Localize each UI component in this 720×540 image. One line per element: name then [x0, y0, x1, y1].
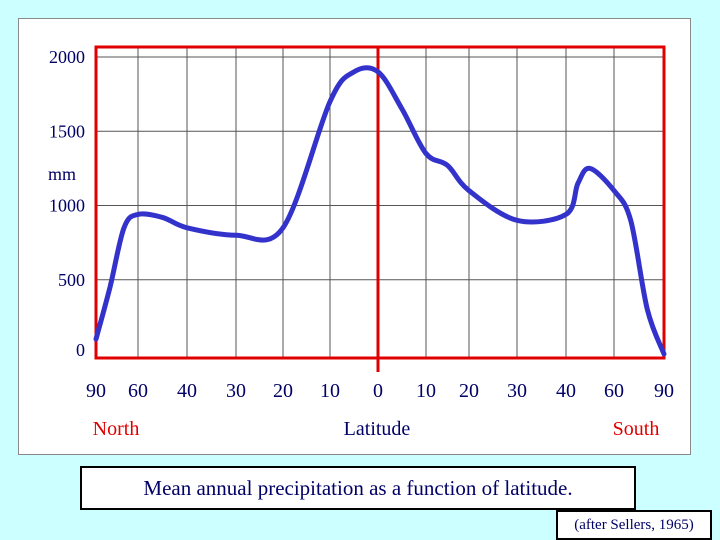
x-tick-label: 40 [177, 380, 197, 402]
x-tick-label: 10 [320, 380, 340, 402]
x-tick-label: 30 [226, 380, 246, 402]
x-tick-label: 20 [273, 380, 293, 402]
x-tick-label: 40 [556, 380, 576, 402]
chart-title: Mean annual precipitation as a function … [80, 466, 636, 510]
y-tick-label: 2000 [49, 47, 85, 67]
x-tick-label: 60 [604, 380, 624, 402]
x-tick-label: 30 [507, 380, 527, 402]
x-tick-label: 10 [416, 380, 436, 402]
x-tick-label: 90 [86, 380, 106, 402]
x-tick-label: 90 [654, 380, 674, 402]
south-label: South [613, 418, 660, 440]
y-axis-label: mm [48, 164, 76, 184]
x-tick-label: 60 [128, 380, 148, 402]
x-axis-label: Latitude [344, 418, 411, 440]
north-label: North [93, 418, 140, 440]
y-tick-label: 1500 [49, 121, 85, 141]
x-tick-label: 20 [459, 380, 479, 402]
precipitation-series-line [93, 65, 667, 357]
y-tick-label: 0 [76, 340, 85, 360]
chart-panel [18, 18, 691, 455]
y-tick-label: 500 [58, 270, 85, 290]
plot-frame [94, 45, 666, 360]
source-citation: (after Sellers, 1965) [556, 510, 712, 540]
x-tick-label: 0 [373, 380, 383, 402]
y-tick-label: 1000 [49, 196, 85, 216]
